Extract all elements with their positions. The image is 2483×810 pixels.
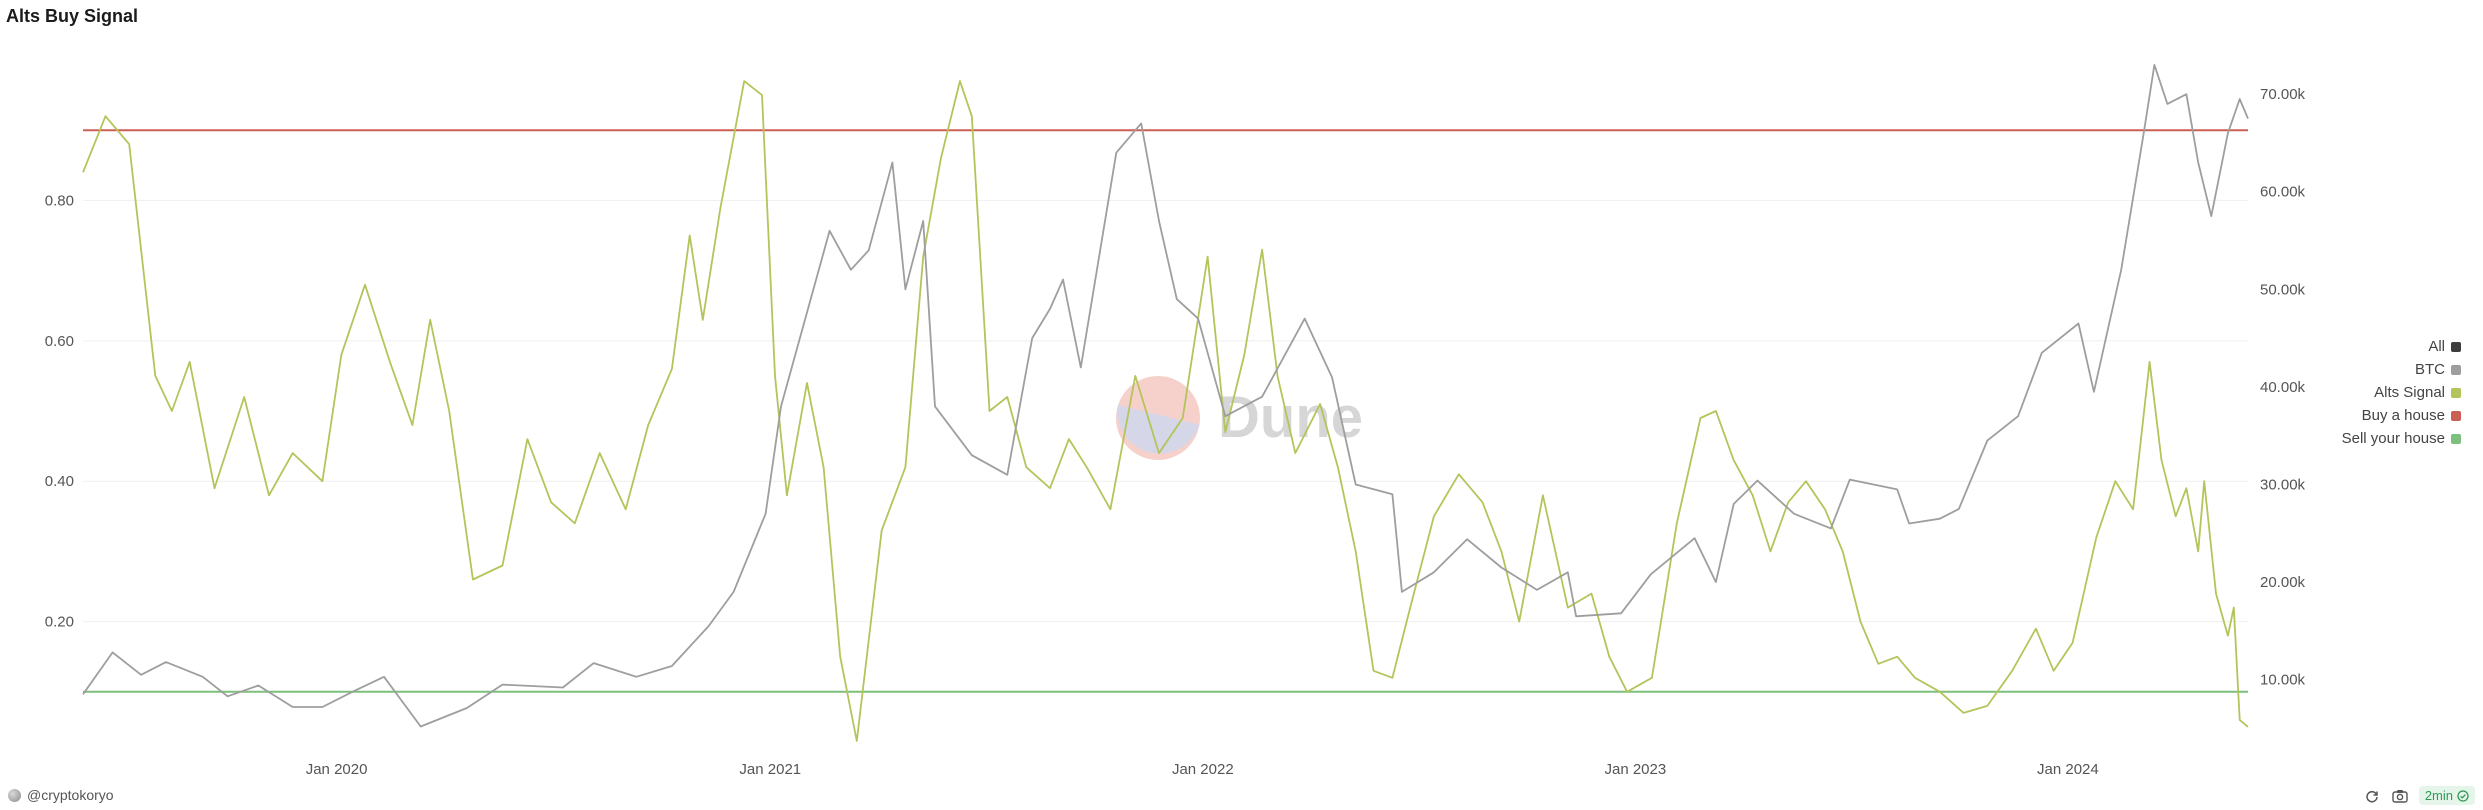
dune-watermark: Dune — [1116, 376, 1363, 460]
left-tick-label: 0.20 — [45, 614, 74, 631]
x-tick-label: Jan 2024 — [2037, 761, 2099, 778]
alts-signal-line — [82, 80, 2249, 742]
legend-swatch — [2451, 364, 2461, 375]
legend-label: Alts Signal — [2374, 384, 2445, 401]
legend-item-all[interactable]: All — [2428, 338, 2461, 355]
check-icon — [2457, 789, 2469, 802]
legend-swatch — [2451, 341, 2461, 352]
author-name: @cryptokoryo — [27, 787, 114, 803]
right-tick-label: 50.00k — [2260, 281, 2306, 298]
dune-logo-lower-half-icon — [1117, 405, 1200, 454]
legend-swatch — [2451, 387, 2461, 398]
refresh-status-badge[interactable]: 2min — [2418, 786, 2475, 805]
left-tick-label: 0.40 — [45, 473, 74, 490]
right-tick-label: 70.00k — [2260, 86, 2306, 103]
left-tick-label: 0.60 — [45, 333, 74, 350]
right-tick-label: 30.00k — [2260, 477, 2306, 494]
chart-legend: All BTC Alts Signal Buy a house Sell you… — [2342, 338, 2461, 447]
legend-item-alts-signal[interactable]: Alts Signal — [2374, 384, 2461, 401]
reference-lines — [83, 129, 2248, 693]
avatar — [8, 788, 21, 802]
left-tick-label: 0.80 — [45, 192, 74, 209]
watermark-text: Dune — [1218, 385, 1363, 450]
refresh-icon[interactable] — [2363, 787, 2381, 805]
x-tick-label: Jan 2022 — [1172, 761, 1234, 778]
left-axis-ticks: 0.20 0.40 0.60 0.80 — [45, 192, 74, 630]
camera-icon[interactable] — [2391, 787, 2409, 805]
right-tick-label: 10.00k — [2260, 672, 2306, 689]
x-tick-label: Jan 2020 — [306, 761, 368, 778]
legend-label: Sell your house — [2341, 430, 2445, 447]
right-axis-ticks: 10.00k 20.00k 30.00k 40.00k 50.00k 60.00k 70.0… — [2260, 86, 2306, 689]
right-tick-label: 20.00k — [2260, 574, 2306, 591]
legend-swatch — [2451, 410, 2461, 421]
right-tick-label: 60.00k — [2260, 184, 2306, 201]
grid-lines — [83, 199, 2248, 623]
legend-label: All — [2428, 338, 2445, 355]
x-tick-label: Jan 2023 — [1604, 761, 1666, 778]
legend-label: BTC — [2415, 361, 2445, 378]
legend-label: Buy a house — [2361, 407, 2445, 424]
right-tick-label: 40.00k — [2260, 379, 2306, 396]
legend-swatch — [2451, 433, 2461, 444]
legend-item-btc[interactable]: BTC — [2415, 361, 2461, 378]
btc-line — [82, 64, 2249, 728]
chart-title: Alts Buy Signal — [6, 6, 139, 26]
legend-item-sell-your-house[interactable]: Sell your house — [2342, 430, 2461, 447]
legend-item-buy-a-house[interactable]: Buy a house — [2362, 407, 2461, 424]
x-axis-ticks: Jan 2020 Jan 2021 Jan 2022 Jan 2023 Jan 2024 — [306, 761, 2099, 778]
x-tick-label: Jan 2021 — [739, 761, 801, 778]
refresh-age: 2min — [2424, 788, 2453, 803]
author-credit[interactable]: @cryptokoryo — [8, 787, 114, 803]
series-lines — [82, 64, 2249, 742]
footer-actions: 2min — [2363, 786, 2475, 805]
